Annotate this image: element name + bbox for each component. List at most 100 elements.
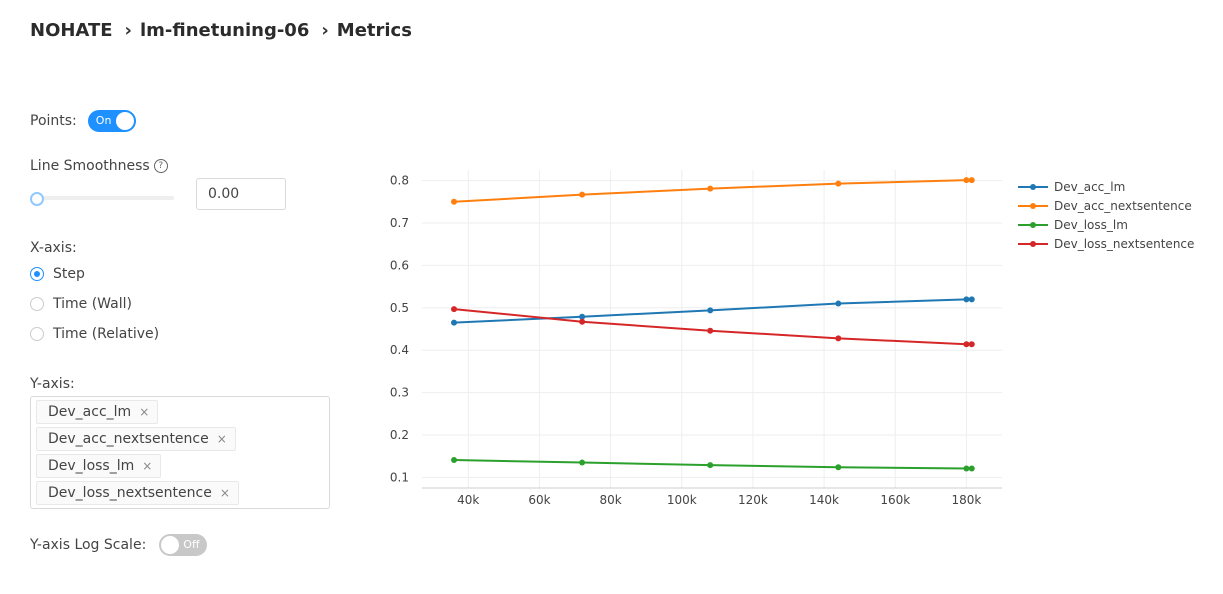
data-point-dev-loss-nextsentence <box>451 306 458 313</box>
y-tick-label: 0.7 <box>390 216 409 230</box>
legend-dot <box>1030 221 1036 228</box>
points-toggle-text: On <box>95 114 112 127</box>
legend-item-dev-loss-nextsentence[interactable]: Dev_loss_nextsentence <box>1018 234 1194 253</box>
legend-swatch <box>1018 200 1048 212</box>
log-scale-toggle-text: Off <box>183 538 200 551</box>
xaxis-option-time-wall[interactable]: Time (Wall) <box>30 296 132 312</box>
data-point-dev-loss-lm <box>707 462 714 469</box>
smoothness-label: Line Smoothness <box>30 158 150 174</box>
radio-button[interactable] <box>30 327 44 341</box>
smoothness-slider[interactable] <box>30 190 174 206</box>
breadcrumb-experiment[interactable]: lm-finetuning-06 <box>139 20 310 41</box>
data-point-dev-acc-lm <box>451 319 458 326</box>
points-control: Points: On <box>30 110 136 132</box>
log-scale-label: Y-axis Log Scale: <box>30 537 147 553</box>
smoothness-input[interactable] <box>196 178 286 210</box>
yaxis-tag: Dev_acc_nextsentence × <box>36 427 236 451</box>
y-tick-label: 0.8 <box>390 174 409 188</box>
data-point-dev-loss-nextsentence <box>707 327 714 334</box>
close-icon[interactable]: × <box>219 486 230 500</box>
breadcrumb-page: Metrics <box>336 20 412 41</box>
legend-swatch <box>1018 219 1048 231</box>
data-point-dev-loss-nextsentence <box>579 318 586 325</box>
data-point-dev-loss-nextsentence <box>963 341 970 348</box>
yaxis-tag-label: Dev_loss_lm <box>48 458 135 474</box>
chevron-right-icon: › <box>321 20 329 41</box>
xaxis-option-label: Time (Wall) <box>53 296 132 312</box>
x-tick-label: 100k <box>667 493 697 507</box>
series-line-dev-acc-nextsentence <box>453 179 972 203</box>
legend-swatch <box>1018 181 1048 193</box>
y-tick-label: 0.3 <box>390 386 409 400</box>
close-icon[interactable]: × <box>216 432 227 446</box>
xaxis-option-time-relative[interactable]: Time (Relative) <box>30 326 159 342</box>
close-icon[interactable]: × <box>139 405 150 419</box>
radio-button[interactable] <box>30 297 44 311</box>
data-point-dev-loss-nextsentence <box>968 341 975 348</box>
breadcrumb: NOHATE › lm-finetuning-06 › Metrics <box>30 20 412 41</box>
legend-item-dev-loss-lm[interactable]: Dev_loss_lm <box>1018 215 1194 234</box>
slider-handle[interactable] <box>30 192 44 206</box>
slider-rail <box>30 196 174 200</box>
chart-legend: Dev_acc_lm Dev_acc_nextsentence Dev_loss_l… <box>1018 177 1194 253</box>
data-point-dev-acc-nextsentence <box>968 177 975 184</box>
data-point-dev-acc-lm <box>835 300 842 307</box>
y-tick-label: 0.4 <box>390 343 409 357</box>
data-point-dev-acc-nextsentence <box>451 198 458 205</box>
close-icon[interactable]: × <box>142 459 153 473</box>
y-tick-label: 0.6 <box>390 258 409 272</box>
yaxis-tag: Dev_loss_nextsentence × <box>36 481 239 505</box>
data-point-dev-loss-lm <box>579 459 586 466</box>
legend-dot <box>1030 240 1036 247</box>
question-circle-icon[interactable]: ? <box>153 159 168 173</box>
x-tick-label: 160k <box>880 493 910 507</box>
x-tick-label: 80k <box>599 493 621 507</box>
yaxis-multiselect[interactable]: Dev_acc_lm × Dev_acc_nextsentence × Dev_… <box>30 396 330 509</box>
data-point-dev-loss-lm <box>968 465 975 472</box>
data-point-dev-loss-lm <box>835 464 842 471</box>
legend-label: Dev_loss_nextsentence <box>1054 236 1195 251</box>
y-tick-label: 0.5 <box>390 301 409 315</box>
toggle-knob <box>161 536 180 554</box>
legend-label: Dev_loss_lm <box>1054 217 1128 232</box>
chevron-right-icon: › <box>124 20 132 41</box>
data-point-dev-loss-lm <box>451 457 458 464</box>
radio-button[interactable] <box>30 267 44 281</box>
log-scale-toggle[interactable]: Off <box>159 534 208 556</box>
data-point-dev-acc-nextsentence <box>963 177 970 184</box>
yaxis-tag-label: Dev_loss_nextsentence <box>48 485 212 501</box>
xaxis-option-step[interactable]: Step <box>30 266 85 282</box>
data-point-dev-acc-nextsentence <box>835 180 842 187</box>
y-tick-label: 0.2 <box>390 428 409 442</box>
x-tick-label: 60k <box>528 493 550 507</box>
points-toggle[interactable]: On <box>87 110 136 132</box>
points-label: Points: <box>30 113 77 129</box>
x-tick-label: 140k <box>809 493 839 507</box>
data-point-dev-acc-nextsentence <box>707 185 714 192</box>
data-point-dev-acc-lm <box>707 307 714 314</box>
data-point-dev-acc-nextsentence <box>579 191 586 198</box>
xaxis-option-label: Step <box>53 266 85 282</box>
yaxis-tag-label: Dev_acc_lm <box>48 404 132 420</box>
toggle-knob <box>115 112 134 130</box>
legend-item-dev-acc-lm[interactable]: Dev_acc_lm <box>1018 177 1194 196</box>
legend-item-dev-acc-nextsentence[interactable]: Dev_acc_nextsentence <box>1018 196 1194 215</box>
breadcrumb-project[interactable]: NOHATE <box>30 20 113 41</box>
data-point-dev-loss-nextsentence <box>835 335 842 342</box>
yaxis-tag: Dev_acc_lm × <box>36 400 159 424</box>
x-tick-label: 40k <box>457 493 479 507</box>
x-tick-label: 180k <box>951 493 981 507</box>
data-point-dev-loss-lm <box>963 465 970 472</box>
data-point-dev-acc-lm <box>968 296 975 303</box>
metrics-chart: 40k 60k 80k 100k 120k 140k 160k 180k 0.1 0.2 0.3 0.… <box>390 170 1002 507</box>
smoothness-control-label: Line Smoothness ? <box>30 158 168 174</box>
x-tick-label: 120k <box>738 493 768 507</box>
xaxis-label: X-axis: <box>30 240 77 256</box>
legend-swatch <box>1018 238 1048 250</box>
data-point-dev-acc-lm <box>579 313 586 320</box>
xaxis-option-label: Time (Relative) <box>53 326 160 342</box>
log-scale-control: Y-axis Log Scale: Off <box>30 534 208 556</box>
yaxis-tag-label: Dev_acc_nextsentence <box>48 431 209 447</box>
legend-label: Dev_acc_nextsentence <box>1054 198 1192 213</box>
legend-dot <box>1030 183 1036 190</box>
